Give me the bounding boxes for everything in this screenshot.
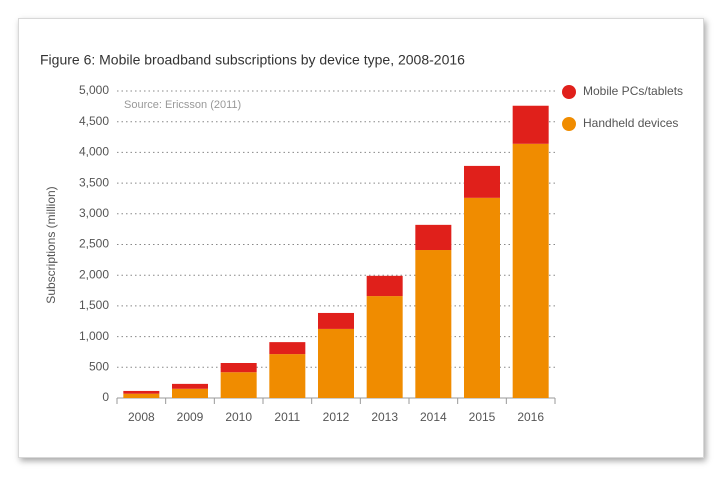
legend-swatch	[562, 85, 576, 99]
x-tick-label: 2015	[469, 410, 496, 424]
bar-segment	[123, 393, 160, 398]
bar-segment	[512, 143, 549, 398]
chart-title: Figure 6: Mobile broadband subscriptions…	[40, 52, 465, 68]
bar-segment	[366, 275, 403, 297]
x-tick-label: 2014	[420, 410, 447, 424]
legend-label: Handheld devices	[583, 116, 678, 130]
y-tick-label: 4,500	[79, 114, 109, 128]
bar-segment	[220, 372, 257, 398]
bar-segment	[318, 312, 354, 329]
y-axis-label: Subscriptions (million)	[44, 186, 58, 303]
source-note: Source: Ericsson (2011)	[124, 99, 241, 111]
y-tick-label: 2,500	[79, 237, 109, 251]
x-tick-label: 2010	[225, 410, 252, 424]
y-tick-label: 4,000	[79, 145, 109, 159]
bar-segment	[464, 197, 500, 398]
bar-segment	[318, 328, 354, 398]
legend-swatch	[562, 117, 576, 131]
bar-segment	[123, 390, 160, 394]
y-tick-label: 3,000	[79, 206, 109, 220]
bar-segment	[220, 363, 257, 373]
y-tick-label: 1,000	[79, 329, 109, 343]
bar-segment	[415, 224, 452, 251]
x-tick-label: 2013	[371, 410, 398, 424]
y-tick-label: 1,500	[79, 298, 109, 312]
y-tick-label: 5,000	[79, 83, 109, 97]
bar-segment	[366, 296, 403, 398]
y-tick-label: 500	[89, 359, 109, 373]
bar-segment	[269, 342, 306, 355]
bar-segment	[464, 165, 500, 198]
x-tick-label: 2008	[128, 410, 155, 424]
x-tick-label: 2009	[177, 410, 204, 424]
bar-segment	[512, 105, 549, 144]
y-tick-label: 2,000	[79, 267, 109, 281]
x-tick-label: 2016	[517, 410, 544, 424]
x-tick-label: 2012	[323, 410, 350, 424]
y-tick-label: 0	[102, 390, 109, 404]
bar-segment	[415, 250, 452, 398]
y-tick-label: 3,500	[79, 175, 109, 189]
bar-segment	[172, 383, 208, 389]
legend-label: Mobile PCs/tablets	[583, 84, 683, 98]
bar-segment	[269, 354, 306, 398]
x-tick-label: 2011	[274, 410, 300, 424]
bar-segment	[172, 388, 208, 398]
